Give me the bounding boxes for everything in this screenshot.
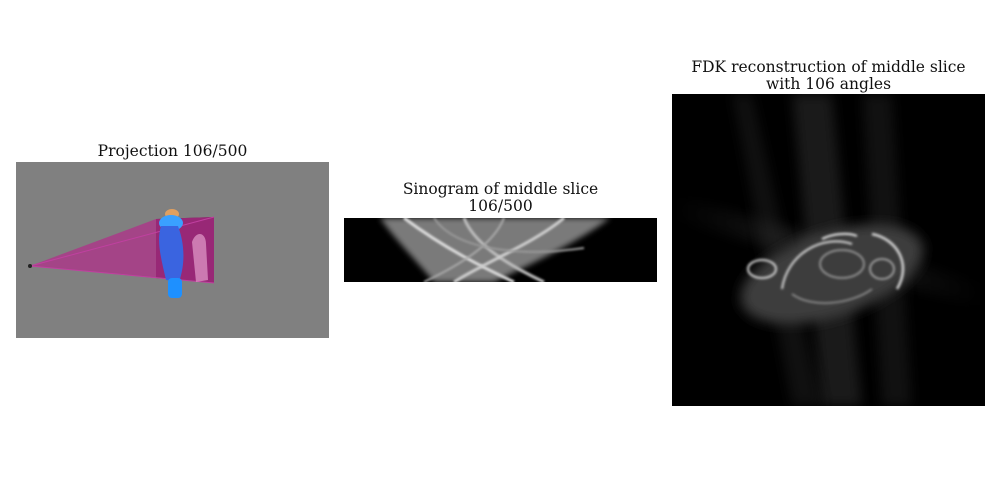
sinogram-image	[344, 218, 657, 282]
fdk-reconstruction-image	[672, 94, 985, 406]
phantom-figure	[159, 209, 184, 298]
fdk-title-line2: with 106 angles	[765, 75, 892, 93]
sinogram-title-line2: 106/500	[468, 197, 533, 215]
sinogram-title: Sinogram of middle slice 106/500	[344, 181, 657, 215]
phantom-shadow	[192, 233, 208, 282]
sinogram-title-line1: Sinogram of middle slice	[402, 180, 599, 198]
fdk-title-line1: FDK reconstruction of middle slice	[691, 58, 966, 76]
projection-title: Projection 106/500	[97, 142, 248, 160]
fdk-title: FDK reconstruction of middle slice with …	[672, 59, 985, 93]
source-point	[28, 264, 32, 268]
projection-scene	[28, 209, 215, 298]
projection-view	[16, 162, 329, 338]
beam-cone	[30, 217, 214, 283]
